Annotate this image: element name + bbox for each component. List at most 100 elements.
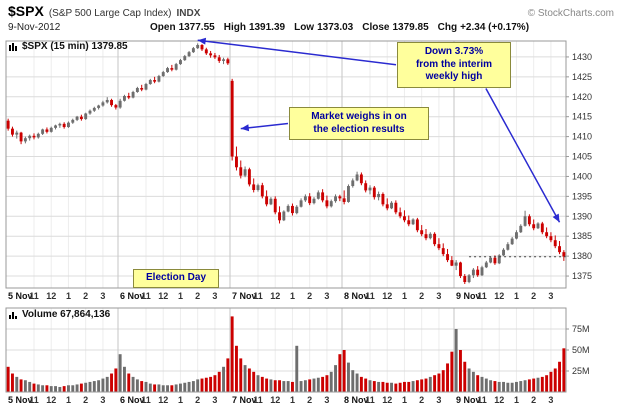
- price-legend-label: $SPX (15 min) 1379.85: [22, 41, 128, 52]
- svg-text:2: 2: [307, 395, 312, 405]
- low-label: Low: [294, 22, 315, 33]
- svg-text:11: 11: [141, 395, 151, 405]
- change-quote: Chg +2.34 (+0.17%): [438, 22, 529, 33]
- svg-text:2: 2: [419, 291, 424, 301]
- candles-group: [6, 43, 566, 285]
- svg-text:3: 3: [436, 395, 441, 405]
- svg-text:12: 12: [46, 291, 56, 301]
- symbol: $SPX: [8, 3, 44, 19]
- svg-text:1430: 1430: [572, 52, 592, 62]
- svg-text:2: 2: [195, 291, 200, 301]
- svg-text:1395: 1395: [572, 191, 592, 201]
- svg-text:7 Nov: 7 Nov: [232, 395, 257, 405]
- svg-text:3: 3: [100, 291, 105, 301]
- svg-text:2: 2: [531, 395, 536, 405]
- svg-text:3: 3: [324, 395, 329, 405]
- annotation-arrows: [197, 37, 561, 223]
- svg-text:3: 3: [100, 395, 105, 405]
- svg-text:7 Nov: 7 Nov: [232, 291, 257, 301]
- svg-text:11: 11: [365, 291, 375, 301]
- svg-text:2: 2: [419, 395, 424, 405]
- svg-text:1: 1: [178, 395, 183, 405]
- svg-text:6 Nov: 6 Nov: [120, 395, 145, 405]
- chart-date: 9-Nov-2012: [8, 22, 61, 33]
- close-label: Close: [362, 22, 390, 33]
- high-value: 1391.39: [248, 22, 286, 33]
- svg-text:3: 3: [548, 291, 553, 301]
- header-quote-row: 9-Nov-2012 Open 1377.55 High 1391.39 Low 13…: [8, 22, 614, 33]
- svg-text:3: 3: [436, 291, 441, 301]
- price-panel-border: [5, 40, 567, 289]
- svg-text:11: 11: [253, 291, 263, 301]
- svg-text:1410: 1410: [572, 132, 592, 142]
- svg-text:25M: 25M: [572, 366, 590, 376]
- svg-text:11: 11: [365, 395, 375, 405]
- volume-legend: Volume 67,864,136: [8, 309, 110, 320]
- svg-text:11: 11: [253, 395, 263, 405]
- svg-text:2: 2: [195, 395, 200, 405]
- svg-text:8 Nov: 8 Nov: [344, 395, 369, 405]
- y-axis-labels: 1375 1380 1385 1390 1395 1400 1405 1410 1415 1420…: [566, 52, 592, 376]
- svg-text:1: 1: [402, 395, 407, 405]
- svg-text:1: 1: [514, 395, 519, 405]
- svg-text:2: 2: [531, 291, 536, 301]
- svg-text:12: 12: [382, 395, 392, 405]
- svg-text:1: 1: [290, 291, 295, 301]
- annotation-down-percent: Down 3.73% from the interim weekly high: [397, 42, 511, 88]
- svg-text:11: 11: [141, 291, 151, 301]
- svg-text:1375: 1375: [572, 271, 592, 281]
- svg-text:12: 12: [270, 291, 280, 301]
- svg-text:1385: 1385: [572, 231, 592, 241]
- svg-text:1420: 1420: [572, 92, 592, 102]
- svg-text:1380: 1380: [572, 251, 592, 261]
- copyright: © StockCharts.com: [527, 8, 614, 19]
- svg-text:1: 1: [66, 291, 71, 301]
- svg-text:1: 1: [402, 291, 407, 301]
- svg-text:1: 1: [66, 395, 71, 405]
- header-title-row: $SPX (S&P 500 Large Cap Index) INDX © St…: [8, 3, 614, 19]
- svg-text:12: 12: [158, 395, 168, 405]
- svg-text:12: 12: [270, 395, 280, 405]
- svg-text:1405: 1405: [572, 152, 592, 162]
- close-quote: Close 1379.85: [362, 22, 428, 33]
- svg-text:5 Nov: 5 Nov: [8, 291, 33, 301]
- svg-text:11: 11: [29, 291, 39, 301]
- change-label: Chg: [437, 22, 458, 33]
- svg-text:50M: 50M: [572, 345, 590, 355]
- open-label: Open: [150, 22, 176, 33]
- header: $SPX (S&P 500 Large Cap Index) INDX © St…: [0, 0, 620, 38]
- svg-text:2: 2: [307, 291, 312, 301]
- low-value: 1373.03: [317, 22, 354, 33]
- svg-text:2: 2: [83, 395, 88, 405]
- svg-text:2: 2: [83, 291, 88, 301]
- price-legend: $SPX (15 min) 1379.85: [8, 41, 128, 52]
- index-name: (S&P 500 Large Cap Index): [48, 8, 172, 19]
- annotation-election-day: Election Day: [133, 269, 220, 288]
- high-quote: High 1391.39: [224, 22, 285, 33]
- open-quote: Open 1377.55: [150, 22, 215, 33]
- gridlines: [6, 41, 566, 392]
- svg-text:12: 12: [494, 395, 504, 405]
- svg-text:3: 3: [548, 395, 553, 405]
- svg-text:12: 12: [494, 291, 504, 301]
- close-value: 1379.85: [392, 22, 429, 33]
- svg-text:1: 1: [178, 291, 183, 301]
- high-label: High: [223, 22, 246, 33]
- svg-text:11: 11: [29, 395, 39, 405]
- svg-text:11: 11: [477, 395, 487, 405]
- svg-text:12: 12: [382, 291, 392, 301]
- svg-text:9 Nov: 9 Nov: [456, 291, 481, 301]
- svg-text:1415: 1415: [572, 112, 592, 122]
- exchange-label: INDX: [176, 8, 201, 19]
- svg-text:1390: 1390: [572, 211, 592, 221]
- svg-text:8 Nov: 8 Nov: [344, 291, 369, 301]
- low-quote: Low 1373.03: [294, 22, 353, 33]
- svg-text:12: 12: [46, 395, 56, 405]
- svg-text:3: 3: [212, 291, 217, 301]
- svg-text:1: 1: [514, 291, 519, 301]
- svg-text:3: 3: [212, 395, 217, 405]
- svg-text:3: 3: [324, 291, 329, 301]
- svg-text:1425: 1425: [572, 72, 592, 82]
